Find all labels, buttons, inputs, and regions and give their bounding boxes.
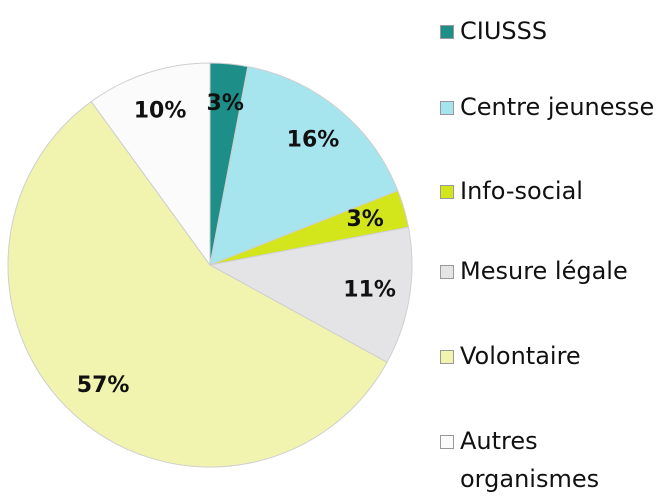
legend-swatch [440,435,454,449]
value-label: 10% [134,98,187,123]
legend-label: Autres organismes [460,427,600,493]
pie-chart: 3% 16% 3% 11% 57% 10% [7,62,413,468]
legend-swatch [440,350,454,364]
legend-label: CIUSSS [460,17,548,45]
legend-item: Info-social [440,172,655,210]
legend-item: CIUSSS [440,12,655,50]
legend-label: Volontaire [460,342,581,370]
value-label: 57% [77,373,130,398]
pie-slice [7,100,388,468]
value-label: 3% [207,91,244,116]
pie-slice [208,226,413,363]
legend-swatch [440,101,454,115]
value-label: 16% [287,127,340,152]
legend-item: Mesure légale [440,252,655,290]
legend-swatch [440,265,454,279]
legend-label: Info-social [460,177,583,205]
value-label: 11% [343,277,396,302]
pie-slice [209,65,399,266]
legend-swatch [440,25,454,39]
legend-label: Centre jeunesse [460,93,655,121]
legend-label: Mesure légale [460,257,628,285]
value-label: 3% [347,207,384,232]
legend-item: Centre jeunesse [440,88,655,126]
pie-slice [90,62,211,267]
legend-item: Volontaire [440,337,655,375]
legend-swatch [440,185,454,199]
legend-item: Autres organismes [440,422,655,498]
